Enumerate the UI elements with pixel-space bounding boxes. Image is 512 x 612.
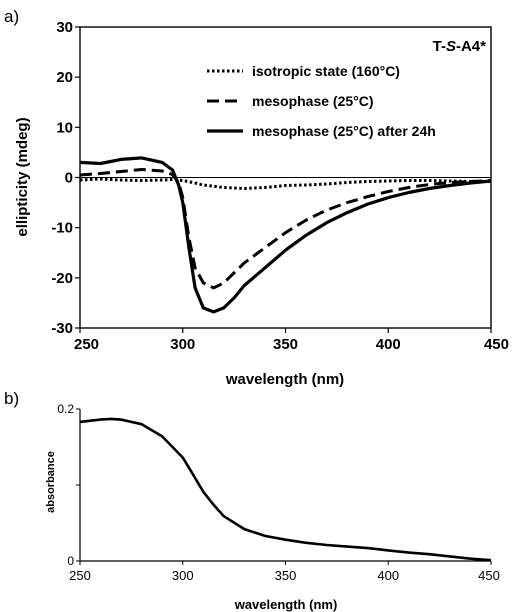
panel-a-x-tick-label: 450	[484, 336, 509, 353]
panel-a-y-tick-label: 10	[56, 119, 73, 136]
panel-b-x-tick-label: 300	[172, 568, 194, 583]
panel-a-y-tick-label: -10	[51, 220, 73, 237]
panel-b-x-tick-label: 250	[69, 568, 91, 583]
legend-label-dotted: isotropic state (160°C)	[252, 63, 400, 79]
panel-b-x-axis-label: wavelength (nm)	[234, 597, 338, 612]
panel-a-y-tick-label: 20	[56, 69, 73, 86]
panel-b-x-tick-label: 350	[275, 568, 297, 583]
panel-b-absorbance-line	[79, 417, 492, 562]
panel-a-x-tick-label: 250	[74, 336, 99, 353]
panel-b-y-tick-label: 0.2	[57, 402, 74, 416]
panel-a-x-axis-label: wavelength (nm)	[225, 371, 344, 388]
panel-a-sample-annotation: T-S-A4*	[433, 38, 487, 55]
panel-b-x-tick-label: 400	[377, 568, 399, 583]
panel-b: b) 00.2 250 300 350 400 450 wavelength (nm) …	[4, 389, 500, 612]
panel-a: a) -30 -20 -10 0 10 20 30 250 300 350 400 450 T-S-…	[4, 7, 509, 388]
panel-a-label: a)	[4, 7, 19, 26]
panel-a-series-dashed-line	[79, 168, 492, 290]
panel-a-y-tick-label: 0	[65, 170, 73, 187]
panel-a-series-dotted-line	[79, 177, 491, 190]
legend-label-dashed: mesophase (25°C)	[252, 93, 374, 109]
panel-a-y-tick-label: -30	[51, 320, 73, 337]
panel-a-x-tick-label: 300	[170, 336, 195, 353]
panel-a-x-tick-label: 350	[273, 336, 298, 353]
panel-a-y-tick-label: 30	[56, 19, 73, 36]
panel-b-y-axis-label: absorbance	[45, 451, 57, 513]
panel-b-x-tick-label: 450	[478, 568, 500, 583]
panel-a-y-tick-label: -20	[51, 270, 73, 287]
panel-a-series-solid-line	[79, 156, 492, 314]
panel-b-label: b)	[4, 389, 19, 408]
legend-label-solid: mesophase (25°C) after 24h	[252, 123, 436, 139]
panel-a-legend: isotropic state (160°C) mesophase (25°C) m…	[207, 63, 436, 139]
panel-a-x-tick-label: 400	[376, 336, 401, 353]
panel-a-y-axis-label: ellipticity (mdeg)	[14, 117, 31, 236]
panel-b-y-tick-label: 0	[67, 554, 74, 568]
